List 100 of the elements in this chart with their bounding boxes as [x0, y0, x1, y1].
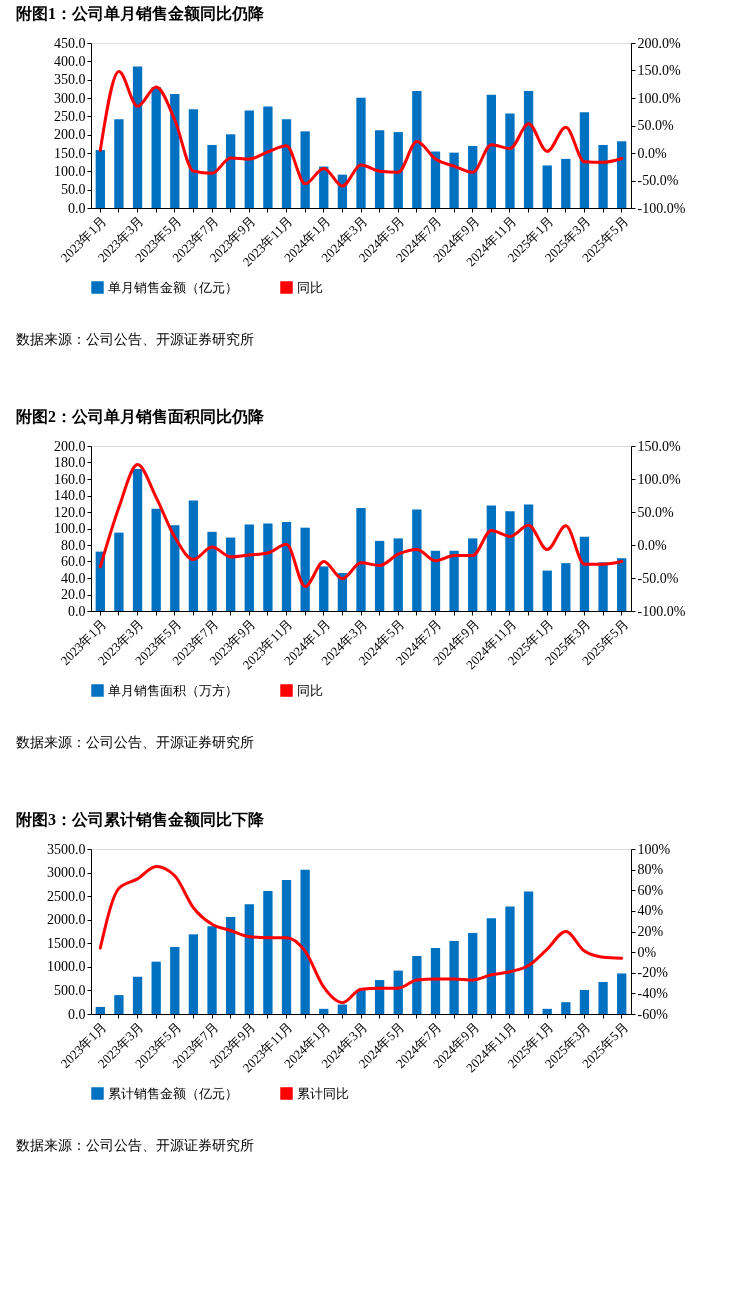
- chart-title: 附图3：公司累计销售金额同比下降: [16, 811, 265, 828]
- bar: [505, 113, 515, 208]
- legend-label: 累计销售金额（亿元）: [108, 1085, 238, 1101]
- y-tick-label: 2500.0: [47, 888, 86, 904]
- y2-tick-label: 80%: [637, 862, 664, 878]
- bar: [244, 110, 254, 208]
- bar: [412, 91, 422, 208]
- bar: [561, 1002, 571, 1014]
- bar: [151, 961, 161, 1014]
- y2-tick-label: 200.0%: [637, 35, 681, 51]
- bar: [449, 550, 459, 611]
- bar: [617, 973, 627, 1014]
- source-note: 数据来源：公司公告、开源证券研究所: [16, 332, 254, 347]
- bar: [132, 976, 143, 1014]
- legend-label: 单月销售面积（万方）: [108, 682, 238, 698]
- bar: [114, 532, 124, 611]
- bar: [486, 94, 496, 208]
- bar: [579, 112, 590, 208]
- chart-title: 附图1：公司单月销售金额同比仍降: [16, 5, 265, 22]
- bar: [207, 144, 217, 208]
- legend-label: 同比: [297, 279, 323, 295]
- bar: [132, 469, 143, 611]
- y-tick-label: 500.0: [54, 982, 86, 998]
- bar: [132, 66, 143, 208]
- bar: [263, 523, 273, 611]
- y-tick-label: 200.0: [54, 127, 86, 143]
- bar: [542, 570, 552, 611]
- y2-tick-label: 100.0%: [637, 471, 681, 487]
- bar: [598, 144, 608, 208]
- bar: [188, 934, 199, 1014]
- y2-tick-label: -20%: [637, 965, 669, 981]
- bar: [393, 132, 403, 208]
- bar: [449, 152, 459, 208]
- y2-tick-label: -50.0%: [637, 173, 679, 188]
- y-tick-label: 0.0: [68, 1006, 86, 1022]
- y-tick-label: 1500.0: [47, 935, 86, 951]
- y-tick-label: 1000.0: [47, 959, 86, 975]
- y-tick-label: 100.0: [54, 163, 86, 179]
- bar: [263, 890, 273, 1014]
- bar: [356, 989, 366, 1014]
- y2-tick-label: 40%: [637, 903, 664, 919]
- y-tick-label: 0.0: [68, 200, 86, 216]
- y-tick-label: 150.0: [54, 145, 86, 161]
- bar: [319, 1008, 329, 1014]
- bar: [281, 880, 292, 1014]
- bar: [356, 97, 366, 208]
- bar: [151, 87, 161, 208]
- y-tick-label: 3000.0: [47, 865, 86, 881]
- bar: [579, 536, 590, 611]
- bar: [170, 947, 180, 1014]
- bar: [374, 540, 385, 611]
- bar: [188, 500, 199, 611]
- line-series: [98, 865, 624, 1005]
- bar: [114, 119, 124, 208]
- source-note: 数据来源：公司公告、开源证券研究所: [16, 735, 254, 750]
- y-tick-label: 40.0: [61, 570, 86, 586]
- y-tick-label: 200.0: [54, 438, 86, 454]
- bar: [561, 158, 571, 208]
- bar: [374, 130, 385, 208]
- bar: [337, 1004, 348, 1014]
- bar: [244, 524, 254, 611]
- y2-tick-label: 60%: [637, 882, 664, 898]
- bar: [226, 537, 236, 611]
- legend-label: 累计同比: [297, 1085, 349, 1101]
- bar: [617, 558, 627, 611]
- y-tick-label: 180.0: [54, 455, 86, 470]
- bar: [412, 509, 422, 611]
- bar: [449, 940, 459, 1014]
- bar: [523, 504, 534, 611]
- y-tick-label: 0.0: [68, 603, 86, 619]
- bar: [188, 109, 199, 208]
- y-tick-label: 80.0: [61, 537, 86, 553]
- bar: [617, 141, 627, 208]
- y2-tick-label: -50.0%: [637, 570, 679, 586]
- bar: [244, 904, 254, 1014]
- bar: [598, 562, 608, 611]
- y-tick-label: 2000.0: [47, 912, 86, 928]
- y2-tick-label: 20%: [637, 924, 664, 939]
- y-tick-label: 20.0: [61, 587, 86, 602]
- y-tick-label: 120.0: [54, 504, 86, 520]
- bar: [598, 981, 608, 1014]
- bar: [430, 550, 441, 611]
- y2-tick-label: 0.0%: [637, 537, 667, 553]
- bar: [95, 150, 105, 208]
- legend-label: 单月销售金额（亿元）: [108, 279, 238, 295]
- bar: [151, 508, 161, 611]
- bar: [319, 566, 329, 611]
- y-tick-label: 60.0: [61, 554, 86, 569]
- bar: [226, 916, 236, 1014]
- bar: [281, 521, 292, 611]
- bar: [579, 989, 590, 1014]
- y-tick-label: 50.0: [61, 182, 86, 198]
- bar: [523, 91, 534, 208]
- y2-tick-label: 100.0%: [637, 90, 681, 106]
- bar: [356, 507, 366, 611]
- y-tick-label: 100.0: [54, 521, 86, 536]
- legend-label: 同比: [297, 682, 323, 698]
- bar: [542, 165, 552, 208]
- source-note: 数据来源：公司公告、开源证券研究所: [16, 1138, 254, 1153]
- bar: [430, 151, 441, 208]
